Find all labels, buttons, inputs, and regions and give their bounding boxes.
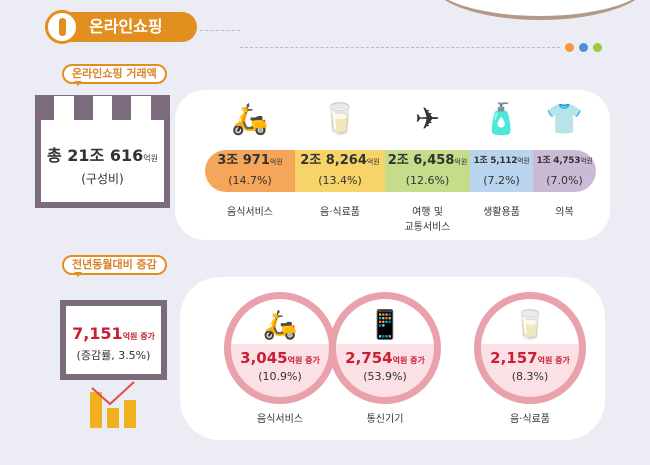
divider	[240, 47, 560, 48]
milk-bread-icon: 🥛	[321, 102, 359, 137]
tshirt-icon: 👕	[545, 102, 584, 137]
segment-pct: (12.6%)	[405, 174, 450, 187]
segment-value: 3조 971	[217, 153, 270, 168]
delivery-scooter-icon: 🛵	[231, 102, 269, 137]
yoy-pct: (10.9%)	[258, 370, 302, 383]
segment-unit: 억원	[517, 157, 530, 165]
yoy-label: 음·식료품	[510, 414, 550, 425]
yoy-total-sub: (증감률, 3.5%)	[76, 349, 151, 362]
segment-value: 1조 5,112	[473, 156, 518, 166]
segment-2: 2조 6,458억원 (12.6%)	[385, 150, 470, 192]
segment-label: 음식서비스	[227, 207, 273, 218]
yoy-value: 3,045	[240, 349, 288, 367]
yoy-total-value: 7,151	[72, 324, 123, 343]
store-total: 총 21조 616억원 (구성비)	[35, 95, 170, 215]
section-title: 온라인쇼핑	[89, 17, 163, 36]
segment-0: 3조 971억원 (14.7%)	[205, 150, 295, 192]
yoy-pct: (53.9%)	[363, 370, 407, 383]
yoy-label: 음식서비스	[257, 414, 303, 425]
yoy-label: 통신기기	[366, 414, 404, 425]
segment-unit: 억원	[366, 158, 380, 166]
bar-chart-icon	[90, 381, 150, 428]
milk-bread-icon: 🥛	[512, 308, 548, 341]
segment-value: 1조 4,753	[536, 156, 581, 166]
yoy-total-unit: 억원 증가	[122, 332, 155, 341]
yoy-unit: 억원 증가	[537, 356, 570, 365]
yoy-unit: 억원 증가	[392, 356, 425, 365]
segment-value: 2조 8,264	[300, 153, 367, 168]
dot-green	[593, 43, 602, 52]
segment-unit: 억원	[580, 157, 593, 165]
divider	[200, 30, 240, 31]
toiletries-icon: 🧴	[482, 102, 521, 137]
yoy-circle-1: 📱 2,754억원 증가 (53.9%)	[329, 292, 441, 404]
segment-pct: (14.7%)	[228, 174, 272, 187]
segment-4: 1조 4,753억원 (7.0%)	[533, 150, 596, 192]
yoy-unit: 억원 증가	[287, 356, 320, 365]
segment-label: 여행 및 교통서비스	[404, 207, 451, 233]
segment-label: 생활용품	[483, 207, 520, 218]
segment-label: 의복	[555, 207, 574, 218]
decorative-swoosh	[430, 0, 650, 20]
yoy-bubble: 전년동월대비 증감	[62, 255, 167, 277]
yoy-monitor: 7,151억원 증가 (증감률, 3.5%)	[60, 300, 167, 385]
dot-orange	[565, 43, 574, 52]
total-value: 총 21조 616	[47, 146, 144, 165]
section-header: 온라인쇼핑	[45, 10, 197, 44]
segment-label: 음·식료품	[320, 207, 360, 218]
segment-unit: 억원	[454, 158, 468, 166]
yoy-circle-2: 🥛 2,157억원 증가 (8.3%)	[474, 292, 586, 404]
segment-unit: 억원	[269, 158, 283, 166]
segment-1: 2조 8,264억원 (13.4%)	[295, 150, 385, 192]
smartphone-icon: 📱	[367, 308, 403, 341]
yoy-value: 2,754	[345, 349, 393, 367]
dot-blue	[579, 43, 588, 52]
awning	[35, 95, 170, 120]
yoy-pct: (8.3%)	[511, 370, 549, 383]
transactions-bubble: 온라인쇼핑 거래액	[62, 64, 167, 86]
airplane-calendar-icon: ✈	[414, 102, 441, 137]
delivery-scooter-icon: 🛵	[262, 308, 298, 341]
segment-3: 1조 5,112억원 (7.2%)	[470, 150, 533, 192]
total-sub: (구성비)	[81, 172, 124, 186]
segment-pct: (7.0%)	[546, 174, 583, 187]
segment-pct: (13.4%)	[318, 174, 362, 187]
yoy-circle-0: 🛵 3,045억원 증가 (10.9%)	[224, 292, 336, 404]
segment-value: 2조 6,458	[387, 153, 455, 168]
yoy-value: 2,157	[490, 349, 538, 367]
section-number-icon	[45, 10, 79, 44]
total-unit: 억원	[143, 154, 158, 163]
segment-pct: (7.2%)	[483, 174, 520, 187]
